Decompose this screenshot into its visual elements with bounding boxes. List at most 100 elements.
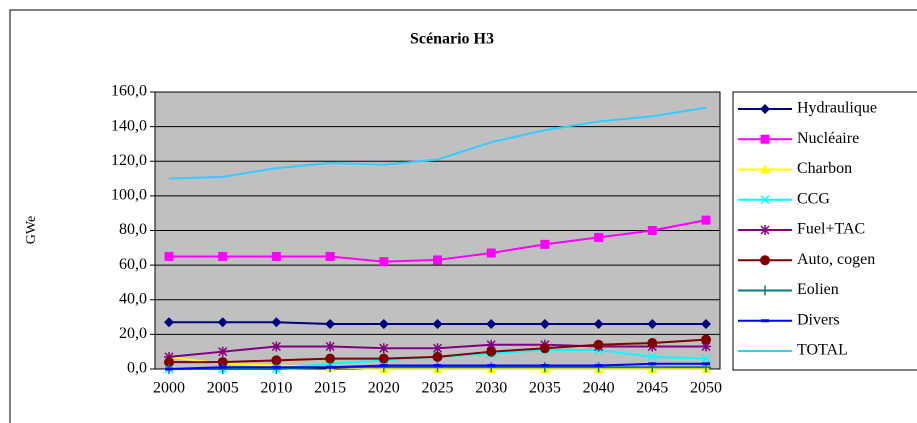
marker [540,239,550,249]
y-tick-label: 40,0 [119,290,147,307]
marker [647,318,658,329]
y-tick-label: 80,0 [119,221,147,238]
marker [433,364,442,368]
marker [487,364,496,368]
marker [271,341,282,352]
legend-marker [760,104,770,114]
marker [539,343,550,354]
legend-label: CCG [797,190,830,207]
marker [217,346,228,357]
marker [271,355,282,366]
marker [379,364,388,368]
y-tick-label: 160,0 [111,83,147,100]
marker [217,357,228,368]
marker [164,251,174,261]
y-tick-label: 120,0 [111,152,147,169]
marker [218,251,228,261]
x-tick-label: 2035 [529,380,561,397]
marker [432,362,443,373]
marker [325,251,335,261]
marker [486,362,497,373]
x-tick-label: 2040 [583,380,615,397]
marker [594,232,604,242]
marker [540,364,549,368]
legend-label: TOTAL [797,342,848,359]
x-tick-label: 2045 [636,380,668,397]
marker [647,226,657,235]
x-tick-label: 2025 [422,380,454,397]
marker [593,362,604,373]
marker [271,364,282,374]
y-tick-label: 0,0 [127,360,147,377]
marker [432,318,443,329]
marker [701,354,711,364]
marker [271,317,282,328]
legend-marker [760,195,770,205]
x-tick-label: 2000 [153,380,185,397]
legend-label: Hydraulique [797,100,877,117]
marker [701,334,711,345]
marker [325,353,336,364]
marker [325,318,336,329]
marker [164,317,174,328]
marker [486,318,497,329]
x-tick-label: 2010 [260,380,292,397]
legend-label: Divers [797,311,840,328]
legend-label: Auto, cogen [797,251,875,268]
x-tick-label: 2050 [690,380,722,397]
marker [647,338,658,349]
marker [378,318,389,329]
marker [378,343,389,354]
y-tick-label: 60,0 [119,256,147,273]
legend-marker [761,319,769,323]
x-tick-label: 2020 [368,380,400,397]
marker [539,362,550,373]
marker [271,251,281,261]
legend-marker [760,225,770,235]
marker [379,257,389,267]
y-tick-label: 100,0 [111,187,147,204]
marker [647,352,657,362]
chart-title: Scénario H3 [410,31,494,48]
y-tick-label: 20,0 [119,325,147,342]
marker [217,364,228,374]
marker [701,318,711,329]
marker [433,255,442,265]
legend-marker [760,255,770,266]
marker [378,353,389,364]
y-tick-label: 140,0 [111,117,147,134]
marker [486,346,497,357]
marker [218,365,227,369]
legend-marker [760,285,770,296]
marker [702,362,710,366]
marker [165,367,173,371]
legend-marker [760,134,770,144]
marker [164,351,174,362]
legend-label: Eolien [797,281,839,298]
marker [378,362,389,373]
marker [486,339,497,350]
marker [272,365,281,369]
marker [648,362,657,366]
marker [701,341,711,352]
marker [326,365,335,369]
x-tick-label: 2030 [475,380,507,397]
marker [164,357,174,368]
marker [539,318,550,329]
marker [486,248,496,258]
marker [325,341,336,352]
x-tick-label: 2015 [314,380,346,397]
marker [217,317,228,328]
marker [432,351,443,362]
marker [593,318,604,329]
series-line [168,106,707,180]
y-axis-label: GWe [24,216,39,244]
marker [701,215,711,225]
marker [432,343,443,354]
marker [594,364,603,368]
legend-label: Charbon [797,160,852,177]
legend-label: Fuel+TAC [797,221,865,238]
legend-label: Nucléaire [797,130,859,147]
legend-marker [760,164,770,174]
